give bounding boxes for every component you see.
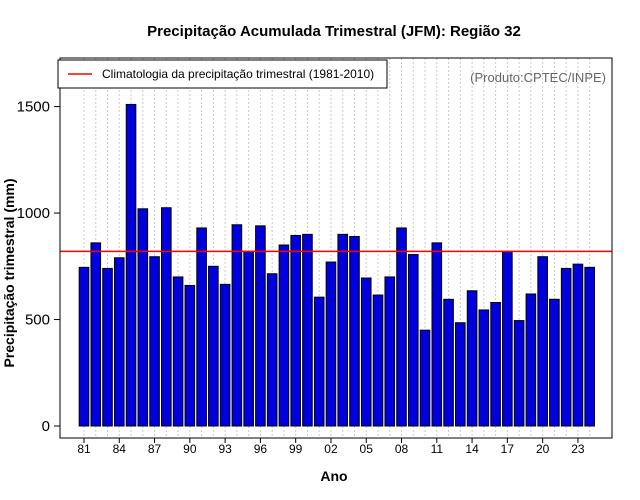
bar-01 xyxy=(313,296,325,427)
bar-88 xyxy=(161,207,172,427)
bar-83 xyxy=(102,267,113,427)
legend: Climatologia da precipitação trimestral … xyxy=(57,59,388,89)
bars xyxy=(78,103,595,427)
x-axis: 81 84 87 90 93 96 99 02 05 08 11 14 17 20 23 xyxy=(77,438,585,456)
y-tick-label: 0 xyxy=(42,418,50,435)
x-tick-label: 20 xyxy=(536,442,550,456)
bar-93 xyxy=(219,283,231,427)
bar-24 xyxy=(584,266,595,427)
bar-92 xyxy=(208,265,219,427)
x-tick-label: 81 xyxy=(77,442,91,456)
bar-05 xyxy=(360,277,372,427)
plot-frame xyxy=(59,57,613,439)
y-tick-label: 1000 xyxy=(17,205,50,222)
bar-82 xyxy=(90,242,102,427)
x-tick-label: 08 xyxy=(395,442,409,456)
bar-04 xyxy=(349,235,360,427)
bar-85 xyxy=(125,103,137,427)
x-tick-label: 93 xyxy=(218,442,232,456)
bar-00 xyxy=(302,233,313,427)
bar-02 xyxy=(325,261,337,427)
x-tick-label: 99 xyxy=(289,442,303,456)
legend-box xyxy=(57,59,388,89)
bar-99 xyxy=(290,234,301,427)
y-axis: 0 500 1000 1500 xyxy=(17,99,60,435)
bar-98 xyxy=(278,244,290,427)
bar-03 xyxy=(337,233,349,427)
x-tick-label: 14 xyxy=(465,442,479,456)
bar-16 xyxy=(490,301,501,427)
credit-text: (Produto:CPTEC/INPE) xyxy=(470,70,606,85)
bar-81 xyxy=(78,266,90,427)
x-tick-label: 17 xyxy=(501,442,515,456)
bar-19 xyxy=(525,293,537,427)
bar-97 xyxy=(266,273,278,427)
bar-95 xyxy=(243,250,254,427)
y-axis-label: Precipitação trimestral (mm) xyxy=(1,178,17,367)
x-tick-label: 96 xyxy=(254,442,268,456)
chart-title: Precipitação Acumulada Trimestral (JFM):… xyxy=(147,23,521,40)
bar-13 xyxy=(455,322,466,427)
bar-07 xyxy=(384,276,396,427)
bar-96 xyxy=(255,225,266,427)
x-tick-label: 02 xyxy=(324,442,338,456)
bar-22 xyxy=(560,267,572,427)
bar-12 xyxy=(443,298,454,427)
bar-14 xyxy=(466,290,478,427)
bar-87 xyxy=(149,256,160,427)
bar-94 xyxy=(231,224,243,427)
bar-15 xyxy=(478,309,490,427)
bar-84 xyxy=(113,257,125,427)
bar-23 xyxy=(572,263,584,427)
x-tick-label: 90 xyxy=(183,442,197,456)
bar-11 xyxy=(431,242,443,427)
bar-20 xyxy=(537,256,548,427)
x-tick-label: 11 xyxy=(431,442,444,456)
bar-21 xyxy=(549,298,560,427)
bar-06 xyxy=(372,294,384,427)
bar-18 xyxy=(513,320,525,427)
x-tick-label: 23 xyxy=(571,442,585,456)
legend-label: Climatologia da precipitação trimestral … xyxy=(102,67,374,81)
y-tick-label: 500 xyxy=(25,312,50,329)
x-axis-label: Ano xyxy=(320,468,347,484)
bar-86 xyxy=(137,208,149,427)
x-tick-label: 84 xyxy=(113,442,127,456)
x-tick-label: 87 xyxy=(148,442,162,456)
bar-17 xyxy=(502,250,513,427)
y-tick-label: 1500 xyxy=(17,99,50,116)
bar-89 xyxy=(172,276,184,427)
x-tick-label: 05 xyxy=(360,442,374,456)
bar-08 xyxy=(396,227,407,427)
bar-10 xyxy=(419,329,431,427)
bar-91 xyxy=(196,227,207,427)
bar-09 xyxy=(407,254,419,427)
bar-90 xyxy=(184,284,196,427)
